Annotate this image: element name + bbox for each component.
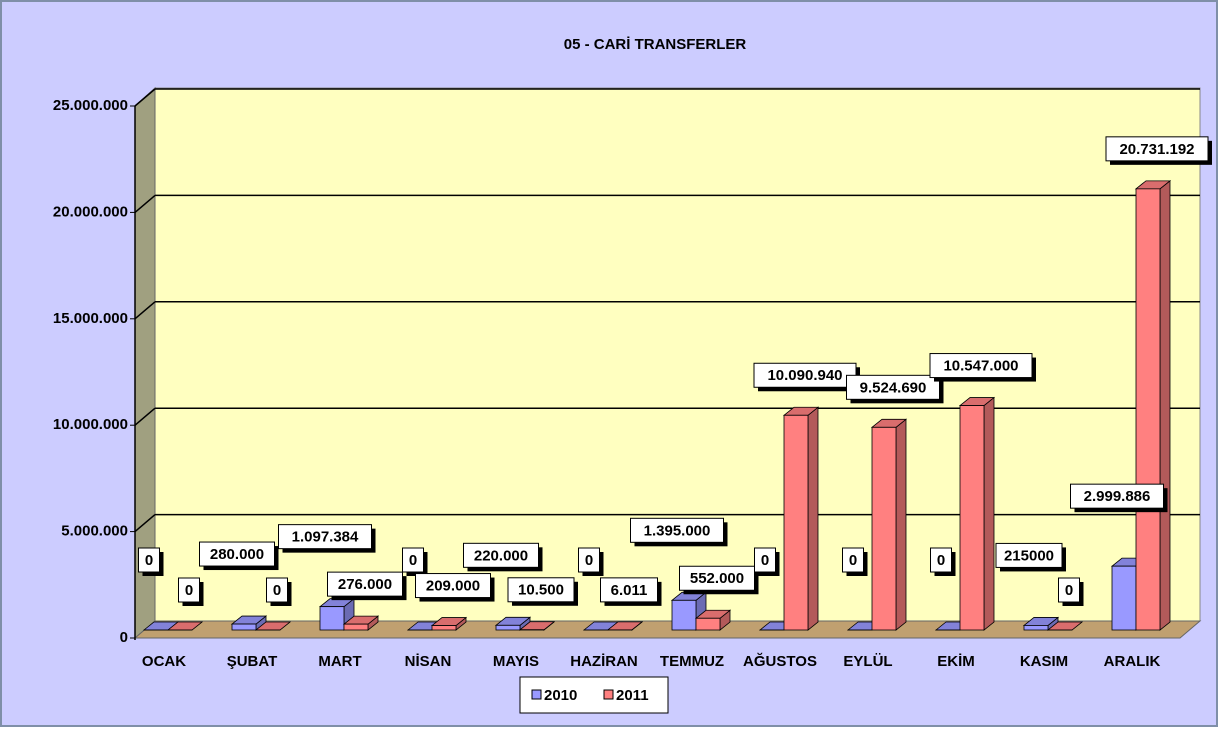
data-label: 10.547.000 xyxy=(943,358,1018,375)
bar xyxy=(784,415,808,630)
bar xyxy=(344,624,368,630)
bar xyxy=(960,406,984,630)
x-tick-label: OCAK xyxy=(142,653,186,670)
x-tick-label: EKİM xyxy=(937,653,975,670)
data-label: 0 xyxy=(1065,582,1073,599)
y-tick-label: 10.000.000 xyxy=(53,416,128,433)
data-label: 1.097.384 xyxy=(292,529,359,546)
bar xyxy=(232,624,256,630)
data-label: 276.000 xyxy=(338,576,392,593)
data-label: 10.500 xyxy=(518,582,564,599)
bar-side xyxy=(984,398,994,630)
x-tick-label: TEMMUZ xyxy=(660,653,724,670)
y-tick-label: 20.000.000 xyxy=(53,203,128,220)
data-label: 552.000 xyxy=(690,570,744,587)
x-tick-label: ŞUBAT xyxy=(227,653,278,670)
data-label: 10.090.940 xyxy=(767,367,842,384)
bar xyxy=(696,618,720,630)
data-label: 20.731.192 xyxy=(1119,141,1194,158)
data-label: 0 xyxy=(585,552,593,569)
data-label: 220.000 xyxy=(474,547,528,564)
data-label: 0 xyxy=(409,552,417,569)
data-label: 0 xyxy=(761,552,769,569)
y-tick-label: 15.000.000 xyxy=(53,310,128,327)
y-tick-label: 0 xyxy=(120,629,128,646)
data-label: 6.011 xyxy=(611,582,648,599)
x-tick-label: AĞUSTOS xyxy=(743,652,817,670)
bar xyxy=(496,625,520,630)
data-label: 0 xyxy=(273,582,281,599)
legend-swatch xyxy=(532,690,541,699)
data-label: 280.000 xyxy=(210,546,264,563)
x-tick-label: ARALIK xyxy=(1104,653,1161,670)
bar xyxy=(1136,189,1160,630)
data-label: 0 xyxy=(849,552,857,569)
x-tick-label: KASIM xyxy=(1020,653,1068,670)
y-tick-label: 25.000.000 xyxy=(53,97,128,114)
x-tick-label: NİSAN xyxy=(405,653,452,670)
data-label: 0 xyxy=(145,552,153,569)
x-tick-label: MAYIS xyxy=(493,653,539,670)
bar-side xyxy=(808,407,818,630)
data-label: 209.000 xyxy=(426,578,480,595)
bar xyxy=(1112,566,1136,630)
bar xyxy=(1024,625,1048,630)
x-tick-label: HAZİRAN xyxy=(570,653,638,670)
bar xyxy=(672,600,696,630)
data-label: 2.999.886 xyxy=(1084,488,1151,505)
bar xyxy=(872,427,896,630)
y-tick-label: 5.000.000 xyxy=(61,523,128,540)
bar-side xyxy=(896,419,906,630)
legend-swatch xyxy=(604,690,613,699)
legend-label: 2011 xyxy=(616,687,649,704)
bar xyxy=(432,626,456,630)
chart-title: 05 - CARİ TRANSFERLER xyxy=(564,36,747,53)
x-tick-label: MART xyxy=(318,653,361,670)
x-tick-label: EYLÜL xyxy=(843,653,892,670)
data-label: 0 xyxy=(937,552,945,569)
data-label: 1.395.000 xyxy=(644,522,711,539)
data-label: 9.524.690 xyxy=(860,379,927,396)
data-label: 0 xyxy=(185,582,193,599)
legend-label: 2010 xyxy=(544,687,577,704)
data-label: 215000 xyxy=(1004,547,1054,564)
bar-side xyxy=(1160,181,1170,630)
bar xyxy=(320,607,344,630)
